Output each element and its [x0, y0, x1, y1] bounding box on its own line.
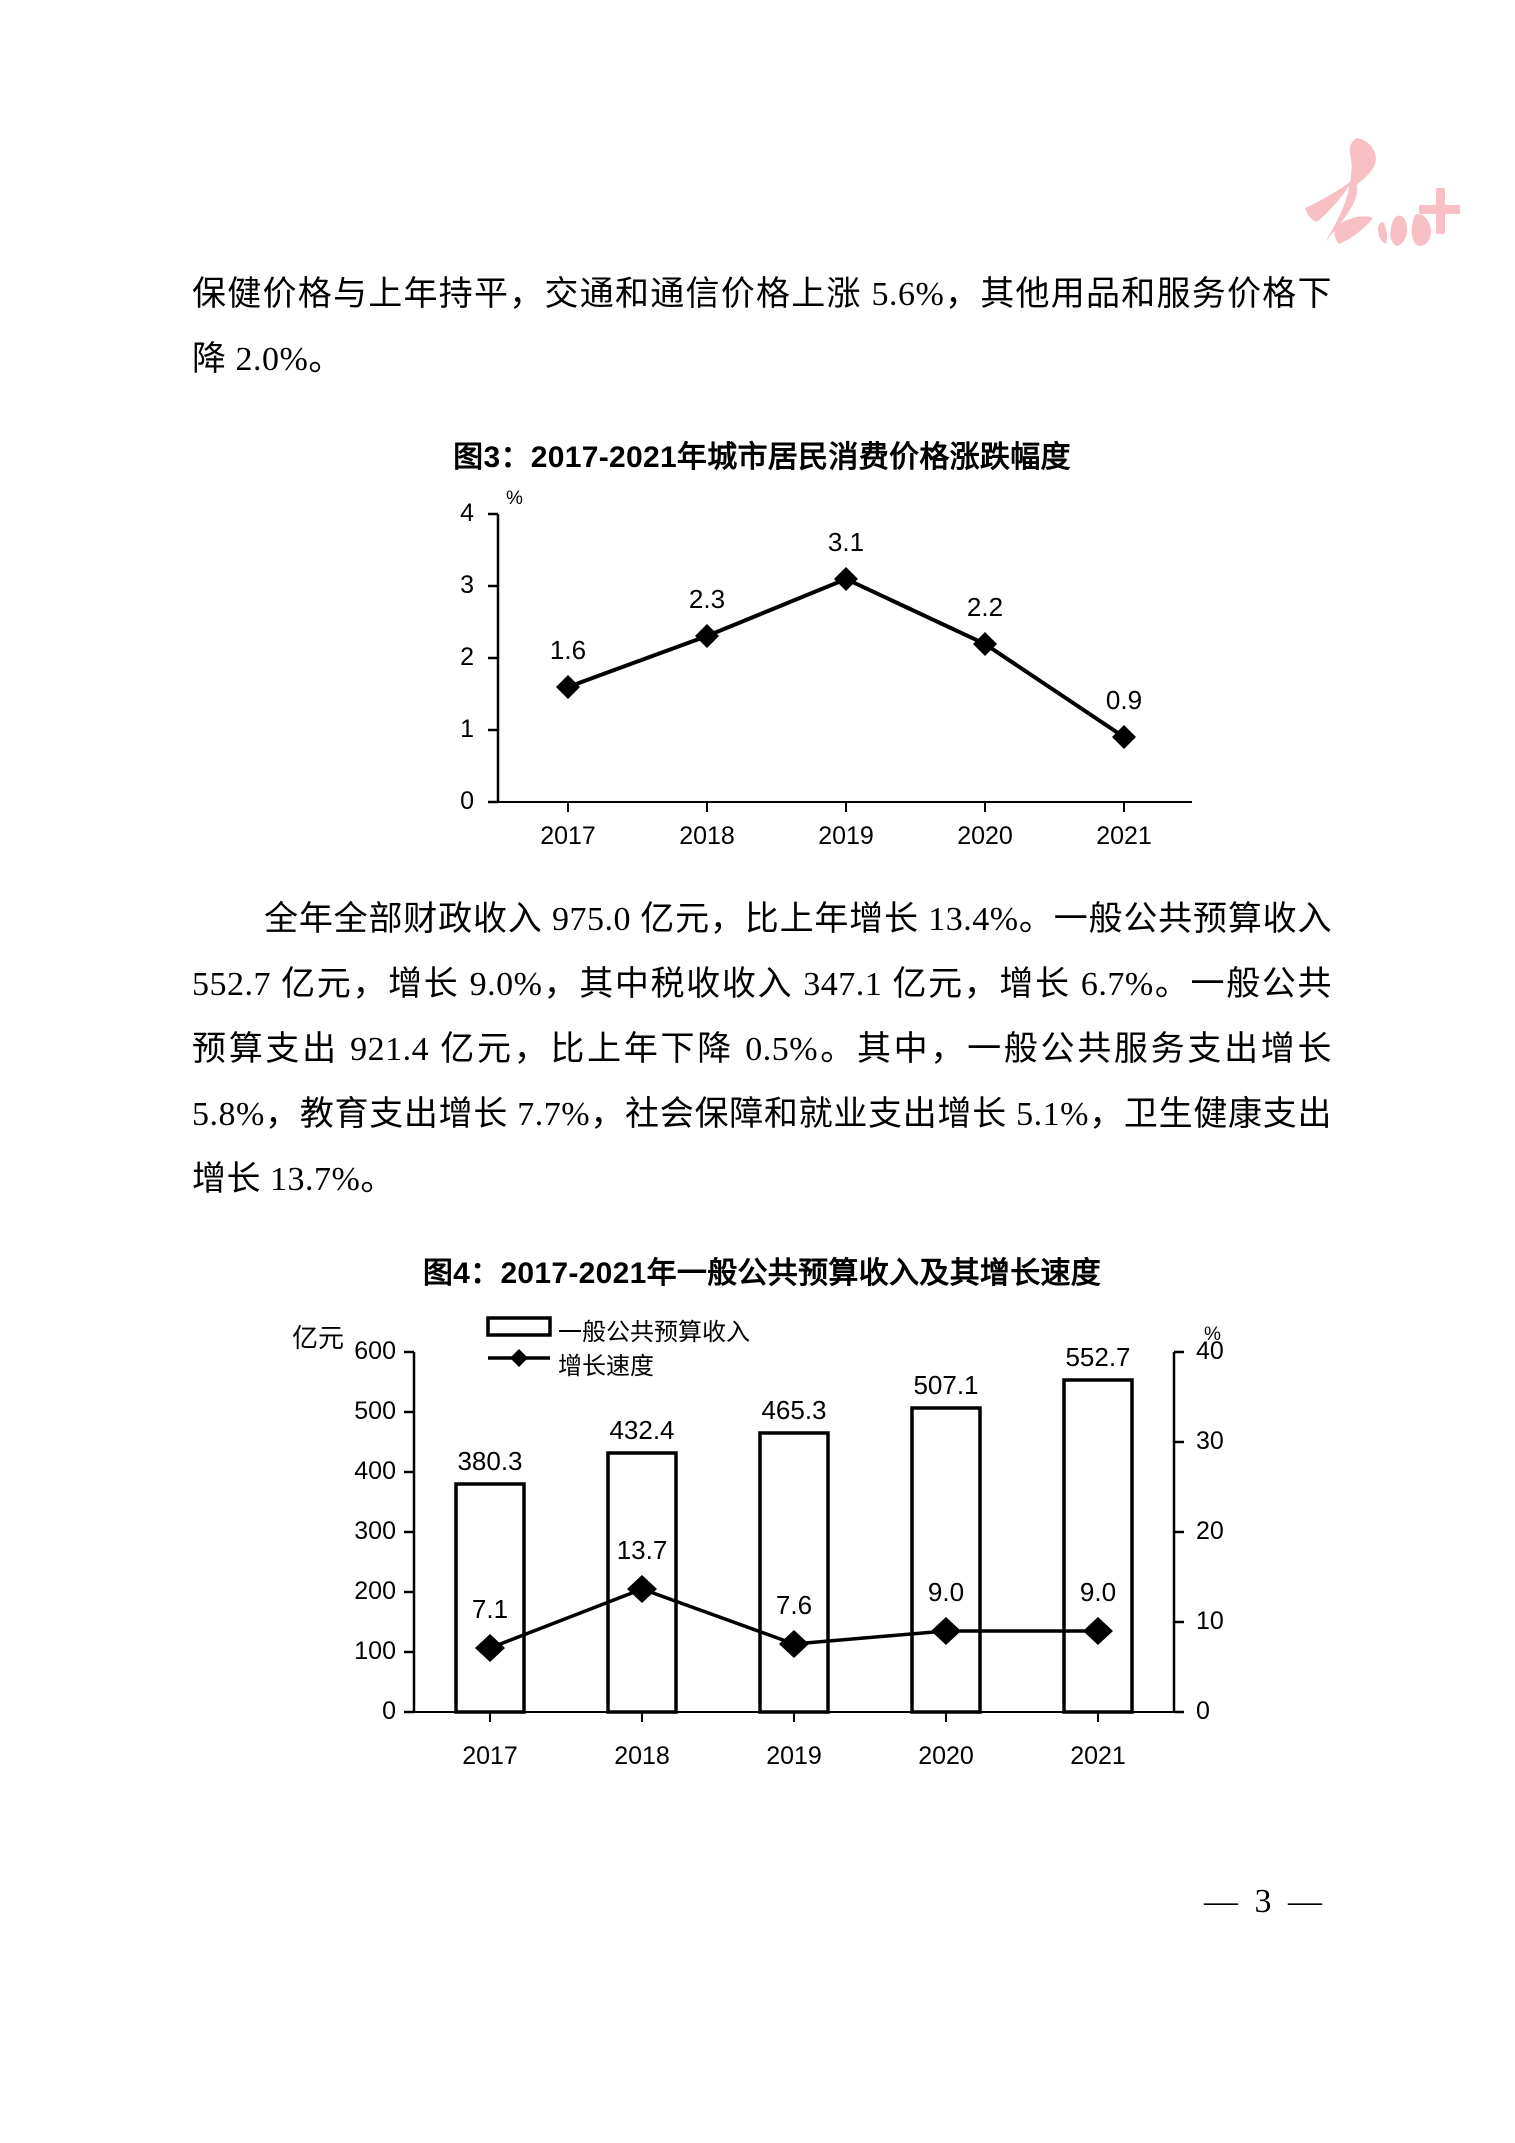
- figure3-title: 图3：2017-2021年城市居民消费价格涨跌幅度: [453, 441, 1071, 474]
- figure3-value-2017: 1.6: [549, 635, 587, 665]
- figure4-xtick-2017: 2017: [462, 1742, 518, 1770]
- figure3-value-2019: 3.1: [827, 527, 865, 557]
- figure4-line-value-2021: 9.0: [1079, 1577, 1117, 1607]
- figure4-line-value-2019: 7.6: [775, 1590, 813, 1620]
- figure4-right-axis-unit: %: [1204, 1324, 1221, 1345]
- figure3-yaxis-unit: %: [506, 488, 523, 509]
- figure4-right-tick-10: 10: [1196, 1607, 1224, 1635]
- figure4-bar-value-2018: 432.4: [609, 1415, 675, 1445]
- brand-watermark-logo: [1295, 130, 1460, 250]
- figure4-right-tick-0: 0: [1196, 1697, 1210, 1725]
- figure4-bar-value-2020: 507.1: [913, 1370, 979, 1400]
- figure3-value-2018: 2.3: [688, 584, 726, 614]
- figure4-xtick-2021: 2021: [1070, 1742, 1126, 1770]
- figure3-xtick-2021: 2021: [1096, 822, 1152, 850]
- figure4-left-tick-100: 100: [354, 1637, 396, 1665]
- figure3-ytick-3: 3: [460, 571, 474, 599]
- figure4-bar-value-2019: 465.3: [761, 1395, 827, 1425]
- figure4-bar-value-2017: 380.3: [457, 1446, 523, 1476]
- figure4-line-value-2017: 7.1: [471, 1594, 509, 1624]
- figure3-chart: % 4 3 2 1 0 2017 2018 2: [192, 480, 1332, 850]
- figure4-right-tick-30: 30: [1196, 1427, 1224, 1455]
- figure3-ytick-1: 1: [460, 715, 474, 743]
- figure3-ytick-4: 4: [460, 499, 474, 527]
- figure4-left-axis-unit: 亿元: [292, 1324, 345, 1353]
- calligraphy-logo-icon: [1305, 138, 1460, 246]
- figure3-xtick-2019: 2019: [818, 822, 874, 850]
- document-body-2: 全年全部财政收入 975.0 亿元，比上年增长 13.4%。一般公共预算收入 5…: [192, 887, 1332, 1212]
- document-body: 保健价格与上年持平，交通和通信价格上涨 5.6%，其他用品和服务价格下降 2.0…: [192, 262, 1332, 392]
- figure3-value-2021: 0.9: [1105, 685, 1143, 715]
- figure4-xtick-2018: 2018: [614, 1742, 670, 1770]
- figure4-left-tick-400: 400: [354, 1457, 396, 1485]
- figure4-left-tick-300: 300: [354, 1517, 396, 1545]
- figure4-bar-value-2021: 552.7: [1065, 1342, 1131, 1372]
- figure4-chart: 亿元 %: [192, 1300, 1352, 1840]
- figure3-xtick-2018: 2018: [679, 822, 735, 850]
- figure4-title: 图4：2017-2021年一般公共预算收入及其增长速度: [422, 1257, 1102, 1290]
- figure3-ytick-0: 0: [460, 787, 474, 815]
- figure3-value-2020: 2.2: [966, 592, 1004, 622]
- figure4-legend-bar-label: 一般公共预算收入: [558, 1320, 750, 1346]
- figure4-left-tick-600: 600: [354, 1337, 396, 1365]
- figure3-plot: [488, 512, 1192, 812]
- page-number: — 3 —: [1204, 1883, 1326, 1920]
- figure3-xtick-2017: 2017: [540, 822, 596, 850]
- figure4-right-tick-20: 20: [1196, 1517, 1224, 1545]
- figure4-left-tick-200: 200: [354, 1577, 396, 1605]
- figure4-line-value-2020: 9.0: [927, 1577, 965, 1607]
- figure4-right-tick-40: 40: [1196, 1337, 1224, 1365]
- figure4-left-tick-0: 0: [382, 1697, 396, 1725]
- figure4-legend-line-label: 增长速度: [558, 1354, 654, 1380]
- figure4-line-value-2018: 13.7: [616, 1535, 668, 1565]
- figure4-xtick-2019: 2019: [766, 1742, 822, 1770]
- figure4-left-tick-500: 500: [354, 1397, 396, 1425]
- figure4-plot: [404, 1316, 1184, 1722]
- paragraph-fiscal-revenue: 全年全部财政收入 975.0 亿元，比上年增长 13.4%。一般公共预算收入 5…: [192, 901, 1332, 1198]
- figure3-ytick-2: 2: [460, 643, 474, 671]
- figure4-xtick-2020: 2020: [918, 1742, 974, 1770]
- paragraph-price-index: 保健价格与上年持平，交通和通信价格上涨 5.6%，其他用品和服务价格下降 2.0…: [192, 276, 1332, 378]
- figure3-xtick-2020: 2020: [957, 822, 1013, 850]
